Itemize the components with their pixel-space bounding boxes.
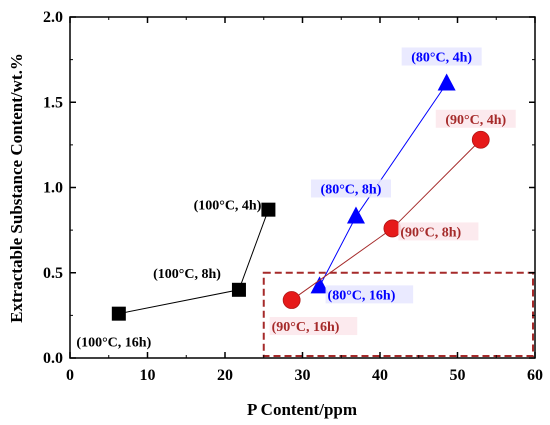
circle-marker xyxy=(471,130,490,149)
circle-marker xyxy=(383,219,402,238)
square-marker xyxy=(111,306,126,321)
point-label: (80°C, 4h) xyxy=(411,50,472,65)
series-line xyxy=(118,209,269,315)
triangle-marker xyxy=(346,206,365,224)
y-axis-label: Extractable Substance Content/wt.% xyxy=(7,53,26,323)
x-tick-label: 10 xyxy=(140,367,156,384)
point-label: (90°C, 16h) xyxy=(272,320,340,335)
highlight-region-box xyxy=(262,271,534,357)
plot-area: 0 10 20 30 40 50 60 0.0 0.5 1.0 1.5 2.0 (100°C, 16h)… xyxy=(43,9,543,384)
x-axis-label: P Content/ppm xyxy=(247,400,357,419)
x-tick-label: 30 xyxy=(295,367,311,384)
point-label: (90°C, 4h) xyxy=(445,113,506,128)
point-label-bg xyxy=(398,222,479,241)
x-tick-label: 20 xyxy=(217,367,233,384)
point-label: (80°C, 8h) xyxy=(321,182,382,197)
point-label-bg xyxy=(401,47,482,66)
point-label-bg xyxy=(310,179,391,198)
triangle-marker xyxy=(437,73,456,91)
point-label: (100°C, 4h) xyxy=(194,199,262,214)
y-tick-label: 1.5 xyxy=(43,94,63,111)
y-tick-label: 0.0 xyxy=(43,350,63,367)
circle-marker xyxy=(282,291,301,309)
square-marker xyxy=(231,282,246,297)
x-tick-label: 40 xyxy=(372,367,388,384)
point-label: (90°C, 8h) xyxy=(400,225,461,240)
x-tick-label: 0 xyxy=(66,367,74,384)
plot-frame xyxy=(69,16,536,359)
point-label: (80°C, 16h) xyxy=(328,288,396,303)
point-label: (100°C, 8h) xyxy=(153,267,221,282)
y-tick-label: 0.5 xyxy=(43,265,63,282)
point-label-bg xyxy=(325,285,414,304)
point-label-bg xyxy=(435,109,516,128)
x-tick-label: 60 xyxy=(527,367,543,384)
series-line xyxy=(291,139,482,301)
square-marker xyxy=(261,202,276,217)
y-tick-label: 2.0 xyxy=(43,9,63,26)
y-tick-label: 1.0 xyxy=(43,180,63,197)
point-label-bg xyxy=(269,317,358,336)
x-tick-label: 50 xyxy=(450,367,466,384)
point-label: (100°C, 16h) xyxy=(76,336,151,351)
triangle-marker xyxy=(310,276,329,294)
